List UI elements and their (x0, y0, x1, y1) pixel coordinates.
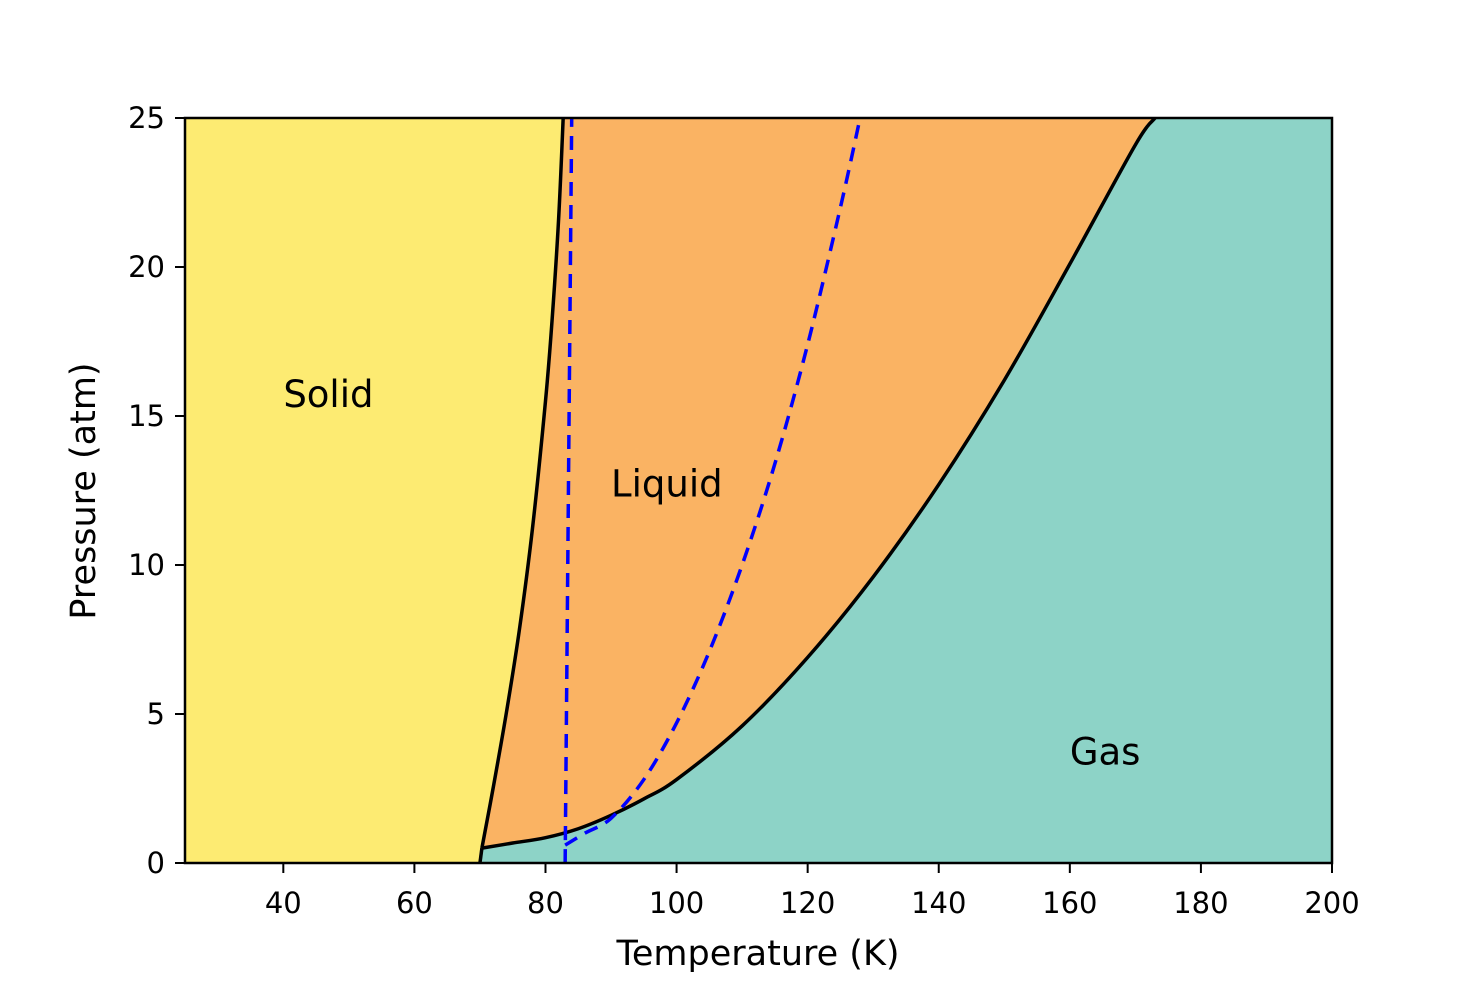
dashed-boundary-line-1 (563, 118, 574, 863)
y-tick-label: 5 (147, 697, 165, 731)
solid-liquid-boundary-line (480, 118, 565, 849)
x-tick-label: 80 (527, 886, 564, 920)
x-tick-label: 140 (911, 886, 966, 920)
region-label-liquid: Liquid (611, 462, 723, 505)
liquid-gas-boundary-line (481, 118, 1157, 850)
x-tick-label: 100 (649, 886, 704, 920)
x-axis-title: Temperature (K) (615, 934, 899, 974)
y-tick-label: 15 (128, 399, 165, 433)
liquid-region (481, 118, 1156, 849)
y-tick-label: 25 (128, 101, 165, 135)
y-tick-label: 20 (128, 250, 165, 284)
x-tick-label: 200 (1304, 886, 1359, 920)
x-tick-label: 160 (1042, 886, 1097, 920)
x-tick-label: 180 (1173, 886, 1228, 920)
x-tick-label: 60 (396, 886, 433, 920)
triple-point-drop-line (478, 847, 484, 863)
y-tick-label: 10 (128, 548, 165, 582)
plot-frame (183, 116, 1334, 865)
x-tick-label: 40 (265, 886, 302, 920)
dashed-boundary-line-2 (564, 118, 862, 847)
solid-region (185, 118, 564, 863)
region-label-gas: Gas (1070, 731, 1141, 774)
y-tick-label: 0 (147, 846, 165, 880)
region-label-solid: Solid (283, 373, 373, 416)
y-axis-title: Pressure (atm) (64, 362, 104, 619)
x-tick-label: 120 (780, 886, 835, 920)
